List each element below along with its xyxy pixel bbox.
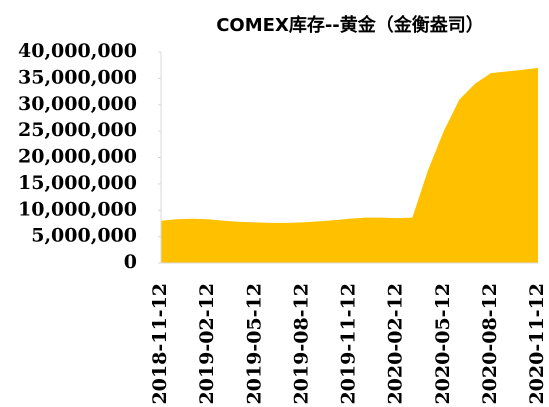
y-tick-label: 35,000,000 — [18, 66, 137, 88]
x-tick-label: 2019-11-12 — [338, 283, 360, 405]
x-tick-label: 2019-02-12 — [196, 283, 218, 405]
y-tick-label: 5,000,000 — [31, 225, 137, 247]
y-tick-label: 20,000,000 — [18, 146, 137, 168]
y-tick-label: 40,000,000 — [18, 40, 137, 62]
y-tick-label: 10,000,000 — [18, 198, 137, 220]
x-tick-label: 2020-02-12 — [385, 283, 407, 405]
x-tick-label: 2018-11-12 — [149, 283, 171, 405]
x-tick-label: 2020-05-12 — [432, 283, 454, 405]
y-tick-label: 25,000,000 — [18, 119, 137, 141]
area — [161, 67, 538, 263]
x-tick-label: 2020-08-12 — [479, 283, 501, 405]
chart-title: COMEX库存--黄金（金衡盎司） — [216, 14, 484, 36]
y-tick-label: 30,000,000 — [18, 93, 137, 115]
y-tick-label: 0 — [124, 251, 137, 273]
y-tick-label: 15,000,000 — [18, 172, 137, 194]
x-tick-label: 2020-11-12 — [526, 283, 548, 405]
x-tick-label: 2019-08-12 — [290, 283, 312, 405]
x-tick-label: 2019-05-12 — [243, 283, 265, 405]
